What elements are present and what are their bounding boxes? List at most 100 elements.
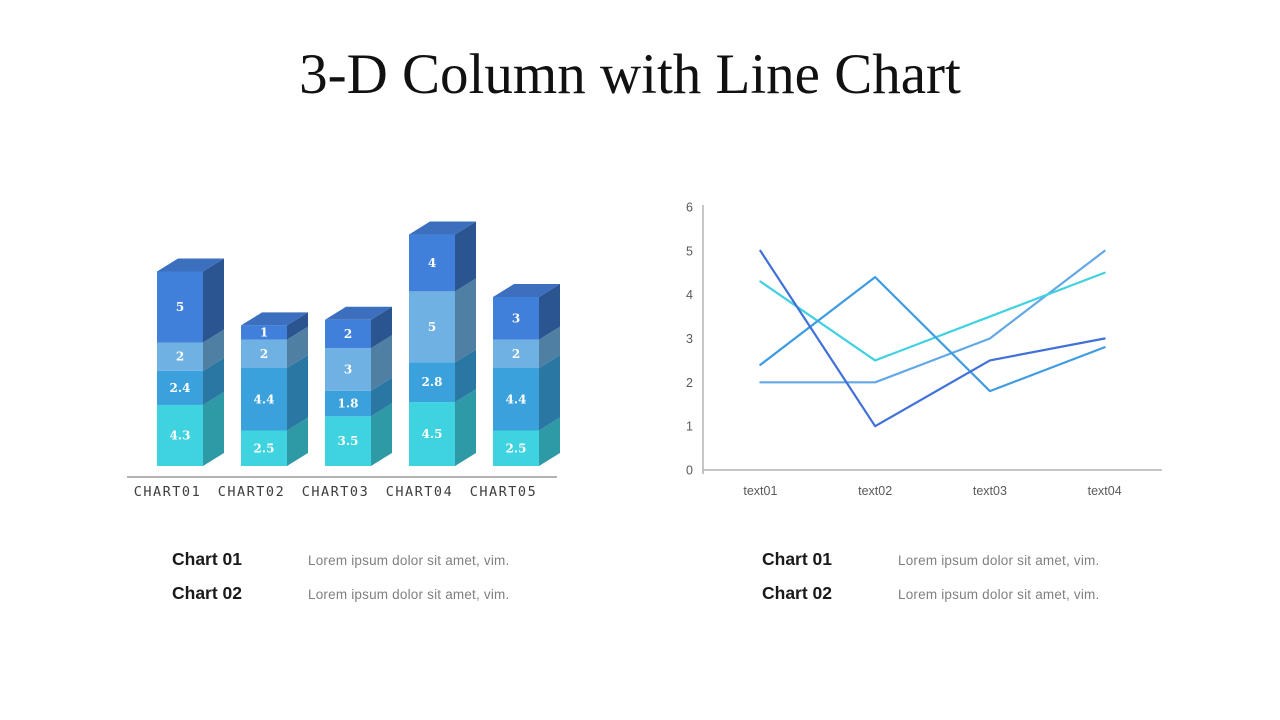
column-segment-side bbox=[371, 403, 392, 466]
column-segment-side bbox=[455, 349, 476, 403]
column-category-label: CHART03 bbox=[302, 484, 369, 500]
legend-item: Chart 02 Lorem ipsum dolor sit amet, vim… bbox=[172, 583, 652, 603]
legend-item-description: Lorem ipsum dolor sit amet, vim. bbox=[308, 553, 510, 568]
y-tick-label: 0 bbox=[686, 464, 693, 478]
column-segment-side bbox=[287, 326, 308, 369]
segment-value-label: 2 bbox=[176, 350, 184, 364]
column-segment-front bbox=[409, 402, 455, 466]
segment-value-label: 2.4 bbox=[170, 381, 191, 395]
column-segment-side bbox=[455, 389, 476, 466]
column-top-face bbox=[409, 221, 476, 235]
column-segment-front bbox=[157, 370, 203, 405]
legend-item: Chart 01 Lorem ipsum dolor sit amet, vim… bbox=[762, 549, 1242, 569]
legend-right: Chart 01 Lorem ipsum dolor sit amet, vim… bbox=[762, 549, 1242, 617]
y-tick-label: 3 bbox=[686, 332, 693, 346]
x-category-label: text02 bbox=[858, 484, 892, 498]
column-segment-side bbox=[539, 417, 560, 466]
column-segment-side bbox=[203, 329, 224, 371]
column-segment-front bbox=[493, 368, 539, 431]
slide-title: 3-D Column with Line Chart bbox=[299, 43, 961, 106]
column-segment-front bbox=[241, 325, 287, 340]
column-segment-front bbox=[157, 404, 203, 466]
segment-value-label: 3.5 bbox=[338, 434, 359, 448]
column-segment-side bbox=[287, 417, 308, 466]
column-segment-front bbox=[409, 291, 455, 363]
column-segment-front bbox=[493, 430, 539, 466]
segment-value-label: 2 bbox=[512, 347, 520, 361]
legend-item-label: Chart 01 bbox=[172, 549, 243, 569]
segment-value-label: 4.4 bbox=[506, 392, 527, 406]
legend-item-description: Lorem ipsum dolor sit amet, vim. bbox=[898, 553, 1100, 568]
segment-value-label: 5 bbox=[176, 300, 184, 314]
segment-value-label: 3 bbox=[512, 311, 520, 325]
column-category-label: CHART02 bbox=[218, 484, 285, 500]
segment-value-label: 3 bbox=[344, 362, 352, 376]
legend-item: Chart 01 Lorem ipsum dolor sit amet, vim… bbox=[172, 549, 652, 569]
column-segment-side bbox=[371, 335, 392, 391]
column-segment-side bbox=[287, 312, 308, 340]
segment-value-label: 4.5 bbox=[422, 427, 443, 441]
column-top-face bbox=[493, 284, 560, 298]
column-segment-front bbox=[493, 297, 539, 340]
column-segment-side bbox=[539, 284, 560, 340]
column-top-face bbox=[157, 258, 224, 272]
column-top-face bbox=[325, 306, 392, 320]
column-segment-side bbox=[203, 258, 224, 343]
segment-value-label: 4.4 bbox=[254, 392, 275, 406]
column-segment-side bbox=[287, 355, 308, 431]
3d-column-chart: 4.3 2.4 2 5 CHART01 2.5 4.4 2 1 CHART02 3.5 1.8 3 2 CH… bbox=[127, 221, 560, 500]
column-segment-front bbox=[409, 362, 455, 403]
y-tick-label: 6 bbox=[686, 201, 693, 215]
segment-value-label: 2.5 bbox=[254, 441, 275, 455]
y-tick-label: 5 bbox=[686, 244, 693, 258]
segment-value-label: 1.8 bbox=[338, 397, 359, 411]
column-category-label: CHART05 bbox=[470, 484, 537, 500]
column-segment-front bbox=[157, 271, 203, 343]
column-segment-front bbox=[325, 348, 371, 391]
column-segment-side bbox=[455, 221, 476, 292]
column-segment-side bbox=[203, 391, 224, 466]
column-segment-front bbox=[325, 390, 371, 417]
column-segment-side bbox=[371, 306, 392, 349]
legend-item-label: Chart 02 bbox=[762, 583, 833, 603]
legend-item-label: Chart 02 bbox=[172, 583, 243, 603]
x-category-label: text03 bbox=[973, 484, 1007, 498]
segment-value-label: 4.3 bbox=[170, 428, 191, 442]
column-segment-front bbox=[493, 339, 539, 369]
column-category-label: CHART01 bbox=[134, 484, 201, 500]
column-segment-side bbox=[539, 326, 560, 369]
legend-left: Chart 01 Lorem ipsum dolor sit amet, vim… bbox=[172, 549, 652, 617]
segment-value-label: 2 bbox=[260, 347, 268, 361]
segment-value-label: 1 bbox=[260, 326, 268, 340]
line-series-line-medium-blue bbox=[759, 276, 1106, 393]
column-category-label: CHART04 bbox=[386, 484, 453, 500]
legend-item-label: Chart 01 bbox=[762, 549, 833, 569]
segment-value-label: 4 bbox=[428, 256, 436, 270]
column-segment-side bbox=[203, 357, 224, 405]
column-segment-front bbox=[241, 339, 287, 369]
column-top-face bbox=[241, 312, 308, 326]
column-segment-front bbox=[325, 416, 371, 466]
x-category-label: text04 bbox=[1088, 484, 1122, 498]
line-series-line-dark-blue bbox=[759, 249, 1106, 428]
column-segment-side bbox=[539, 355, 560, 431]
column-segment-side bbox=[371, 377, 392, 417]
segment-value-label: 5 bbox=[428, 320, 436, 334]
column-segment-front bbox=[325, 319, 371, 349]
legend-item: Chart 02 Lorem ipsum dolor sit amet, vim… bbox=[762, 583, 1242, 603]
legend-item-description: Lorem ipsum dolor sit amet, vim. bbox=[308, 587, 510, 602]
column-segment-front bbox=[241, 368, 287, 431]
segment-value-label: 2 bbox=[344, 327, 352, 341]
y-tick-label: 1 bbox=[686, 420, 693, 434]
column-segment-front bbox=[241, 430, 287, 466]
column-segment-side bbox=[455, 278, 476, 363]
legend-item-description: Lorem ipsum dolor sit amet, vim. bbox=[898, 587, 1100, 602]
y-tick-label: 2 bbox=[686, 376, 693, 390]
segment-value-label: 2.8 bbox=[422, 375, 443, 389]
x-category-label: text01 bbox=[743, 484, 777, 498]
column-segment-front bbox=[409, 234, 455, 292]
line-chart: 0 1 2 3 4 5 6 text01 text02 text03 text04 bbox=[686, 201, 1162, 498]
column-segment-front bbox=[157, 342, 203, 371]
y-tick-label: 4 bbox=[686, 288, 693, 302]
segment-value-label: 2.5 bbox=[506, 441, 527, 455]
